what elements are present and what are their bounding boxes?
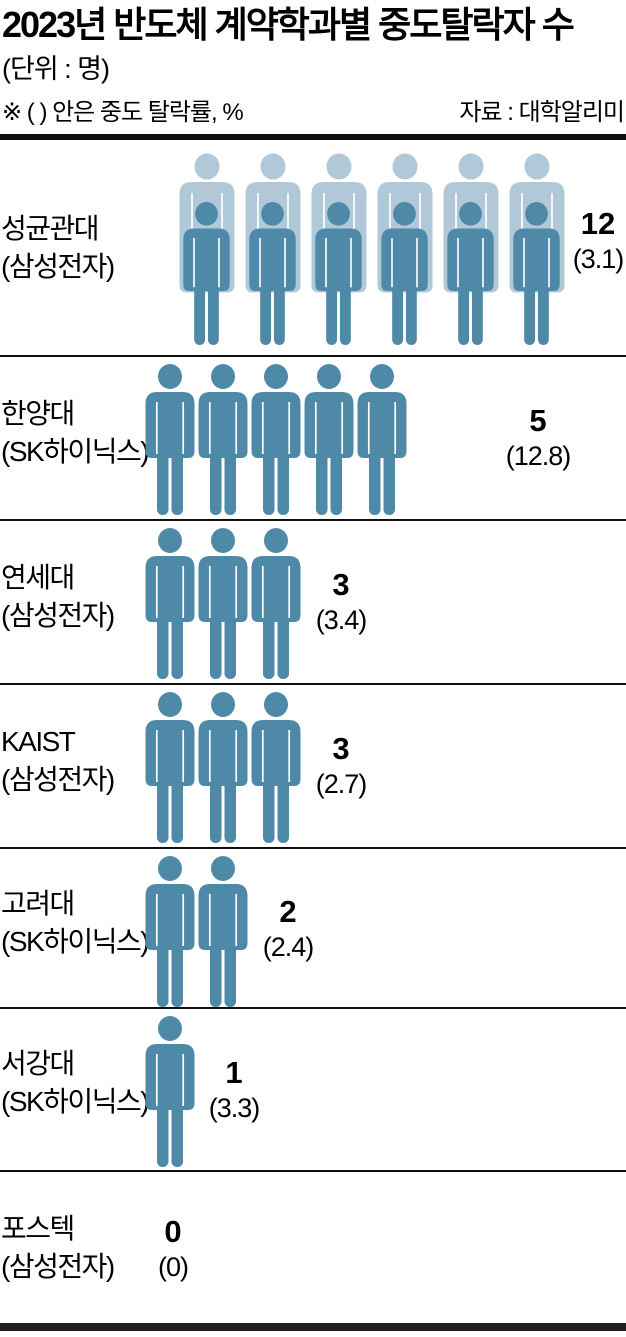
university-name: 서강대: [1, 1048, 75, 1079]
dropout-count: 1: [225, 1055, 243, 1090]
person-icon: [381, 202, 428, 345]
row-label: 서강대 (SK하이닉스): [1, 1045, 150, 1121]
chart-row: 포스텍 (삼성전자) 0 (0): [0, 1172, 626, 1323]
pictogram-chart: 성균관대 (삼성전자) 12 (3.1) 한양대 (SK하이닉스) 5 (12.8) 연세대 (삼…: [0, 140, 626, 1323]
university-name: 연세대: [1, 562, 75, 593]
person-icon: [315, 202, 362, 345]
chart-header: 2023년 반도체 계약학과별 중도탈락자 수 (단위 : 명) ※ ( ) 안…: [0, 0, 626, 140]
person-icon: [357, 364, 407, 515]
chart-title: 2023년 반도체 계약학과별 중도탈락자 수: [2, 4, 575, 45]
dropout-count: 12: [580, 206, 616, 241]
person-icons-front-row: [145, 528, 301, 679]
person-icons-front-row: [145, 364, 407, 515]
company-name: (삼성전자): [1, 251, 115, 282]
chart-row: KAIST (삼성전자) 3 (2.7): [0, 685, 626, 849]
company-name: (SK하이닉스): [1, 436, 150, 467]
dropout-count: 3: [332, 567, 350, 602]
dropout-rate: (2.4): [262, 932, 315, 962]
university-name: 성균관대: [1, 213, 100, 244]
university-name: KAIST: [1, 726, 76, 757]
row-value: 0 (0): [158, 1214, 189, 1284]
dropout-rate: (3.3): [208, 1093, 261, 1123]
person-icon: [198, 856, 248, 1007]
person-icon: [513, 202, 560, 345]
company-name: (삼성전자): [1, 600, 115, 631]
person-icons-front-row: [145, 856, 248, 1007]
dropout-count: 5: [529, 403, 547, 438]
university-name: 고려대: [1, 888, 75, 919]
person-icon: [183, 202, 230, 345]
dropout-rate: (12.8): [505, 441, 572, 471]
chart-row: 한양대 (SK하이닉스) 5 (12.8): [0, 357, 626, 521]
row-label: 한양대 (SK하이닉스): [1, 395, 150, 471]
university-name: 포스텍: [1, 1213, 75, 1244]
row-value: 12 (3.1): [572, 206, 625, 276]
unit-label: (단위 : 명): [2, 54, 110, 84]
chart-row: 서강대 (SK하이닉스) 1 (3.3): [0, 1009, 626, 1172]
dropout-count: 3: [332, 731, 350, 766]
person-icon: [145, 528, 195, 679]
row-value: 2 (2.4): [262, 894, 315, 964]
company-name: (SK하이닉스): [1, 1086, 150, 1117]
row-label: 성균관대 (삼성전자): [1, 210, 115, 286]
chart-row: 성균관대 (삼성전자) 12 (3.1): [0, 140, 626, 357]
person-icon: [145, 856, 195, 1007]
person-icon: [251, 692, 301, 843]
bottom-bar: [0, 1323, 626, 1331]
company-name: (SK하이닉스): [1, 926, 150, 957]
note-label: ※ ( ) 안은 중도 탈락률, %: [2, 99, 244, 126]
person-icon: [145, 1016, 195, 1167]
chart-row: 연세대 (삼성전자) 3 (3.4): [0, 521, 626, 685]
university-name: 한양대: [1, 398, 75, 429]
source-label: 자료 : 대학알리미: [459, 99, 625, 126]
meta-row: ※ ( ) 안은 중도 탈락률, % 자료 : 대학알리미: [2, 96, 625, 130]
person-icons-front-row: [145, 692, 301, 843]
row-label: 포스텍 (삼성전자): [1, 1210, 115, 1286]
person-icon: [251, 364, 301, 515]
row-value: 3 (3.4): [315, 567, 368, 637]
person-icon: [304, 364, 354, 515]
row-value: 5 (12.8): [505, 403, 572, 473]
row-label: 연세대 (삼성전자): [1, 559, 115, 635]
person-icon: [251, 528, 301, 679]
person-icon: [198, 364, 248, 515]
chart-row: 고려대 (SK하이닉스) 2 (2.4): [0, 849, 626, 1009]
person-icon: [145, 692, 195, 843]
row-label: KAIST (삼성전자): [1, 723, 115, 799]
dropout-rate: (3.4): [315, 605, 368, 635]
company-name: (삼성전자): [1, 764, 115, 795]
person-icon: [249, 202, 296, 345]
dropout-rate: (3.1): [572, 244, 625, 274]
person-icon: [145, 364, 195, 515]
person-icons-front-row: [178, 202, 565, 345]
row-value: 1 (3.3): [208, 1055, 261, 1125]
person-icon: [447, 202, 494, 345]
person-icon: [198, 528, 248, 679]
row-value: 3 (2.7): [315, 731, 368, 801]
row-label: 고려대 (SK하이닉스): [1, 885, 150, 961]
dropout-count: 2: [279, 894, 297, 929]
dropout-count: 0: [164, 1214, 182, 1249]
dropout-rate: (0): [158, 1252, 189, 1282]
dropout-rate: (2.7): [315, 769, 368, 799]
person-icon: [198, 692, 248, 843]
company-name: (삼성전자): [1, 1251, 115, 1282]
person-icons-front-row: [145, 1016, 195, 1167]
